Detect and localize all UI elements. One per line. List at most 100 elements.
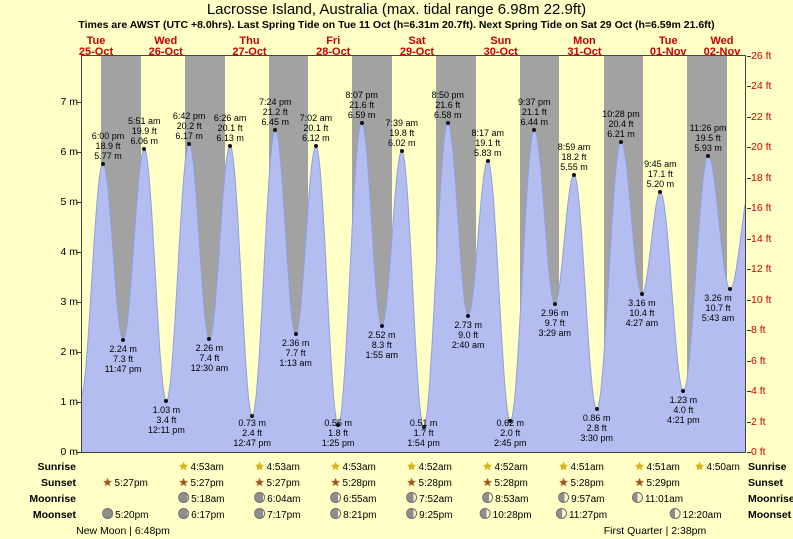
moonrise-moon-icon bbox=[482, 492, 494, 503]
tide-m: 0.51 m bbox=[409, 418, 438, 428]
right-axis-tick bbox=[747, 299, 751, 301]
tide-label-high: 6:26 am 20.1 ft 6.13 m bbox=[206, 113, 254, 143]
tide-ft: 3.4 ft bbox=[156, 414, 177, 425]
tide-label-high: 8:50 pm 21.6 ft 6.58 m bbox=[424, 90, 472, 120]
right-axis-tick bbox=[747, 269, 751, 271]
tide-time: 8:07 pm bbox=[345, 89, 378, 100]
tide-time: 12:11 pm bbox=[147, 424, 185, 435]
tide-time: 12:30 am bbox=[190, 363, 229, 373]
tide-m: 6.59 m bbox=[347, 109, 376, 120]
tide-ft: 10.4 ft bbox=[629, 308, 655, 318]
left-axis-tick bbox=[77, 102, 81, 103]
tide-point bbox=[619, 139, 623, 144]
almanac-entry: 5:18am bbox=[178, 492, 224, 506]
almanac-row-label-right: Moonrise bbox=[748, 493, 793, 505]
right-axis-tick bbox=[747, 421, 751, 423]
tide-plot-area: 6:00 pm 18.9 ft 5.77 m 2.24 m 7.3 ft 11:47 pm… bbox=[82, 56, 745, 452]
day-date: 27-Oct bbox=[232, 45, 267, 58]
right-axis-tick bbox=[747, 330, 751, 332]
tide-m: 6.45 m bbox=[261, 116, 290, 127]
right-axis-tick-label: 10 ft bbox=[751, 293, 772, 306]
tide-label-low: 2.26 m 7.4 ft 12:30 am bbox=[185, 343, 233, 373]
tide-ft: 19.1 ft bbox=[475, 137, 501, 148]
tide-time: 6:00 pm bbox=[91, 130, 125, 141]
almanac-time: 4:51am bbox=[646, 462, 680, 473]
day-label: Mon 31-Oct bbox=[552, 36, 616, 57]
almanac-entry: ★ 4:53am bbox=[179, 460, 224, 474]
tide-ft: 1.8 ft bbox=[328, 428, 349, 438]
sunrise-star-icon: ★ bbox=[406, 461, 417, 473]
almanac-entry: 6:55am bbox=[330, 492, 376, 506]
sunrise-star-icon: ★ bbox=[694, 461, 705, 473]
left-axis-tick bbox=[77, 152, 81, 153]
almanac-row-label-right: Moonset bbox=[748, 509, 792, 521]
tide-ft: 20.1 ft bbox=[303, 123, 329, 133]
tide-label-high: 6:00 pm 18.9 ft 5.77 m bbox=[84, 131, 132, 161]
tide-label-low: 0.62 m 2.0 ft 2:45 pm bbox=[486, 418, 534, 448]
day-date: 30-Oct bbox=[483, 45, 518, 58]
almanac-row-label-right: Sunrise bbox=[748, 461, 787, 473]
tide-point bbox=[572, 172, 576, 177]
tide-time: 4:21 pm bbox=[667, 414, 700, 425]
sunset-star-icon: ★ bbox=[558, 477, 569, 489]
tide-ft: 20.4 ft bbox=[608, 118, 634, 129]
tide-point bbox=[681, 388, 686, 393]
left-axis-tick-label: 7 m bbox=[60, 96, 78, 108]
day-date: 25-Oct bbox=[78, 45, 114, 58]
page-title: Lacrosse Island, Australia (max. tidal r… bbox=[206, 1, 587, 18]
tide-time: 2:40 am bbox=[451, 339, 485, 350]
tide-label-low: 1.03 m 3.4 ft 12:11 pm bbox=[142, 405, 190, 435]
tide-time: 5:43 am bbox=[701, 313, 735, 323]
tide-m: 1.03 m bbox=[152, 404, 181, 415]
moon-phase-label: New Moon | 6:48pm bbox=[76, 525, 170, 537]
tide-ft: 2.8 ft bbox=[586, 423, 607, 433]
tide-time: 5:51 am bbox=[128, 116, 161, 126]
tide-line bbox=[82, 122, 745, 427]
right-axis-tick bbox=[747, 391, 751, 393]
day-label: Sat 29-Oct bbox=[385, 36, 449, 57]
day-date: 01-Nov bbox=[649, 45, 687, 58]
tide-m: 5.77 m bbox=[94, 150, 122, 161]
tide-m: 5.20 m bbox=[646, 179, 675, 189]
left-axis-tick-label: 1 m bbox=[60, 396, 78, 408]
left-axis-tick bbox=[77, 302, 81, 303]
plot-frame bbox=[81, 55, 746, 453]
tide-label-low: 0.86 m 2.8 ft 3:30 pm bbox=[573, 413, 621, 443]
sunrise-star-icon: ★ bbox=[558, 461, 569, 473]
tide-point bbox=[228, 143, 233, 148]
tide-time: 3:29 am bbox=[538, 328, 572, 338]
tide-label-low: 2.36 m 7.7 ft 1:13 am bbox=[272, 338, 320, 368]
tide-ft: 8.3 ft bbox=[371, 340, 392, 350]
tide-m: 0.62 m bbox=[496, 418, 525, 428]
day-label: Thu 27-Oct bbox=[217, 36, 281, 57]
almanac-time: 5:27pm bbox=[114, 478, 148, 489]
almanac-time: 4:52am bbox=[418, 462, 452, 473]
almanac-time: 4:50am bbox=[706, 462, 740, 473]
almanac-entry: 6:17pm bbox=[178, 508, 224, 522]
day-date: 02-Nov bbox=[703, 45, 741, 58]
almanac-time: 5:27pm bbox=[266, 478, 300, 489]
sunset-star-icon: ★ bbox=[254, 477, 265, 489]
tide-time: 6:26 am bbox=[213, 112, 247, 123]
day-name: Tue bbox=[658, 35, 678, 47]
tide-label-low: 2.96 m 9.7 ft 3:29 am bbox=[531, 308, 579, 338]
tide-m: 5.93 m bbox=[694, 142, 722, 153]
almanac-time: 5:28pm bbox=[494, 478, 528, 489]
left-axis-tick bbox=[77, 352, 81, 353]
tide-point bbox=[552, 302, 557, 306]
tide-ft: 1.7 ft bbox=[413, 428, 434, 438]
almanac-entry: ★ 4:53am bbox=[331, 460, 376, 474]
tide-label-high: 7:02 am 20.1 ft 6.12 m bbox=[292, 113, 340, 143]
moonrise-moon-icon bbox=[631, 492, 643, 503]
sunrise-star-icon: ★ bbox=[178, 461, 189, 473]
sunrise-star-icon: ★ bbox=[330, 461, 341, 473]
sunset-star-icon: ★ bbox=[102, 477, 113, 489]
almanac-entry: 7:52am bbox=[406, 492, 452, 506]
day-label: Fri 28-Oct bbox=[301, 36, 365, 57]
almanac-time: 6:17pm bbox=[191, 510, 225, 521]
moonset-moon-icon bbox=[555, 508, 567, 519]
tide-ft: 19.5 ft bbox=[695, 132, 721, 143]
almanac-row-label-left: Sunrise bbox=[37, 461, 76, 473]
almanac-entry: ★ 5:29pm bbox=[635, 476, 680, 490]
day-label: Sun 30-Oct bbox=[469, 36, 533, 57]
